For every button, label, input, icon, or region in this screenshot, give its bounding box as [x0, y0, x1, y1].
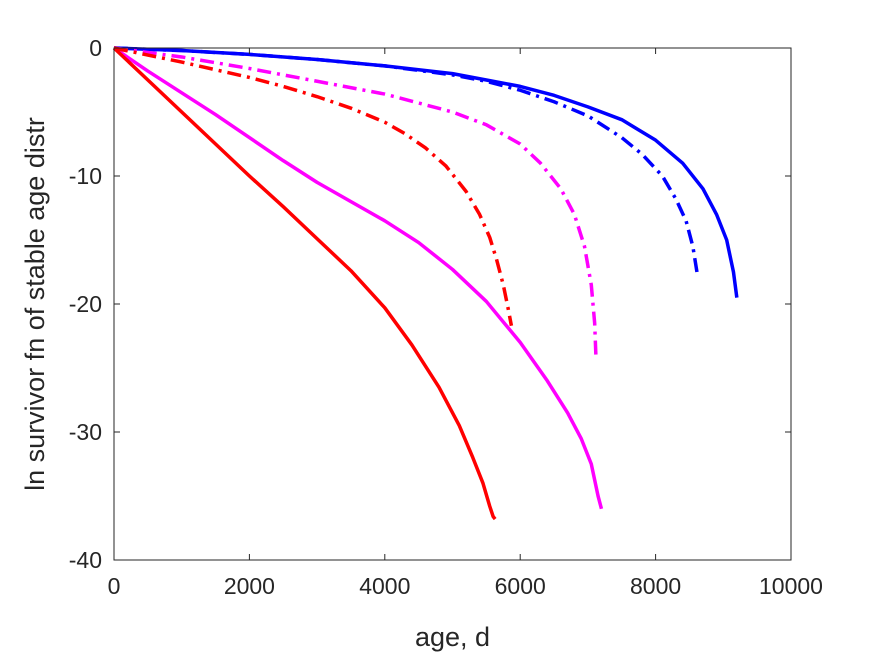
y-tick-label: -20 — [69, 291, 102, 317]
series-line-3 — [113, 46, 604, 510]
plot-area — [114, 48, 791, 560]
x-tick-label: 0 — [108, 573, 121, 599]
y-axis-label: ln survivor fn of stable age distr — [20, 117, 50, 491]
x-tick-label: 4000 — [359, 573, 410, 599]
x-tick-label: 2000 — [224, 573, 275, 599]
y-tick-label: -40 — [69, 547, 102, 573]
x-tick-label: 10000 — [759, 573, 823, 599]
series-line-1 — [113, 46, 739, 298]
series-line-4 — [113, 46, 598, 360]
y-tick-label: -30 — [69, 419, 102, 445]
x-tick-label: 8000 — [630, 573, 681, 599]
series-line-6 — [113, 46, 514, 327]
tick-layer: 0 2000 4000 6000 8000 10000 0 -10 -20 -30 -40 — [69, 35, 823, 599]
series-line-5 — [112, 46, 497, 521]
series-line-2 — [113, 46, 700, 277]
x-axis-label: age, d — [415, 622, 490, 652]
x-tick-label: 6000 — [495, 573, 546, 599]
series-layer — [112, 46, 739, 521]
y-tick-label: 0 — [89, 35, 102, 61]
y-tick-label: -10 — [69, 163, 102, 189]
